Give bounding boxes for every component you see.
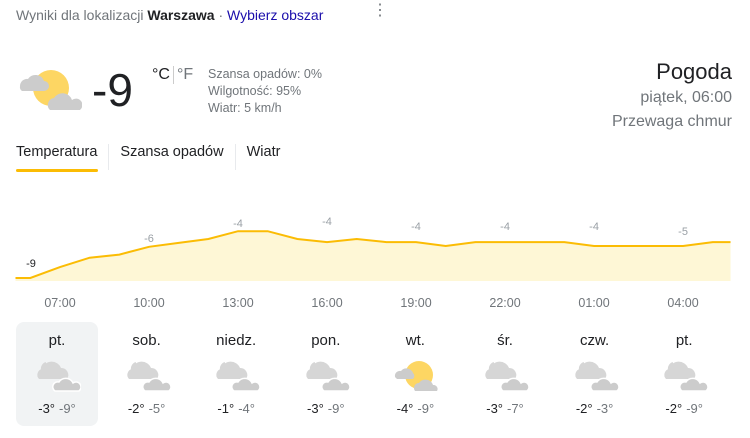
temperature-label: -4 [411,221,421,233]
high-temp: -3° [486,401,503,416]
low-temp: -9° [686,401,703,416]
temperature-chart: -9 -6 -4 -4 -4 -4 -4 -5 [15,216,731,281]
time-label: 13:00 [222,296,254,310]
cloudy-icon [216,361,261,392]
high-temp: -3° [307,401,324,416]
low-temp: -9° [327,401,345,416]
day-forecast-0[interactable]: pt. -3° -9° [16,322,98,426]
tab-precipitation[interactable]: Szansa opadów [108,144,234,170]
low-temp: -5° [148,401,166,416]
choose-area-link[interactable]: Wybierz obszar [227,7,324,23]
day-name: niedz. [216,332,257,349]
cloudy-icon [37,361,81,392]
current-temperature: -9 [92,64,133,116]
day-name: sob. [132,332,161,349]
unit-celsius[interactable]: °C [152,66,170,84]
temperature-label: -4 [322,216,332,228]
day-name: czw. [580,332,610,349]
precip-chance: Szansa opadów: 0% [208,67,322,81]
location-line: Wyniki dla lokalizacji Warszawa · Wybier… [16,7,323,23]
temperature-area [15,231,731,281]
low-temp: -3° [596,401,614,416]
day-forecast-4[interactable]: wt. -4° -9° [374,322,456,426]
partly-cloudy-icon [395,361,438,391]
temperature-label: -4 [589,221,599,233]
tab-wind[interactable]: Wiatr [234,144,292,170]
low-temp: -9° [59,401,76,416]
day-forecast-7[interactable]: pt. -2° -9° [643,322,725,426]
high-temp: -2° [127,401,145,416]
time-label: 01:00 [578,296,610,310]
day-forecast-2[interactable]: niedz. -1° -4° [195,322,277,426]
time-label: 10:00 [133,296,165,310]
summary-condition: Przewaga chmur [611,113,732,130]
unit-fahrenheit[interactable]: °F [176,66,194,84]
location-name: Warszawa [147,7,215,23]
temperature-label: -4 [233,218,243,230]
summary: Pogoda piątek, 06:00 Przewaga chmur [612,58,732,134]
high-temp: -2° [575,401,593,416]
day-name: pt. [675,332,693,349]
humidity: Wilgotność: 95% [208,84,302,98]
unit-toggle: °C °F [152,66,193,84]
chart-tabs: Temperatura Szansa opadów Wiatr [16,144,292,172]
low-temp: -4° [238,401,255,416]
day-forecast-3[interactable]: pon. -3° -9° [285,322,367,426]
location-prefix: Wyniki dla lokalizacji [16,7,144,23]
temperature-label: -5 [678,226,688,238]
day-forecast-1[interactable]: sob. -2° -5° [106,322,188,426]
day-name: pt. [48,332,66,349]
low-temp: -7° [507,401,524,416]
time-label: 04:00 [667,296,699,310]
time-label: 22:00 [489,296,521,310]
time-label: 19:00 [400,296,432,310]
time-label: 07:00 [44,296,76,310]
day-name: śr. [497,332,513,349]
partly-cloudy-icon [19,70,82,110]
high-temp: -4° [396,401,414,416]
day-name: pon. [311,332,341,349]
day-forecast-6[interactable]: czw. -2° -3° [554,322,636,426]
more-options-icon[interactable]: ⋮ [372,2,388,19]
temperature-line [15,230,731,279]
high-temp: -2° [665,401,683,416]
low-temp: -9° [417,401,435,416]
separator: · [218,7,224,23]
weather-details: Szansa opadów: 0% Wilgotność: 95% Wiatr:… [208,66,322,117]
summary-title: Pogoda [656,59,732,84]
tab-temperature[interactable]: Temperatura [16,144,108,172]
cloudy-icon [574,361,619,392]
cloudy-icon [126,361,171,392]
time-label: 16:00 [311,296,343,310]
day-forecast-5[interactable]: śr. -3° -7° [464,322,546,426]
cloudy-icon [485,361,529,392]
temperature-label: -9 [26,258,36,270]
temperature-label: -4 [500,221,510,233]
wind: Wiatr: 5 km/h [208,101,282,115]
day-name: wt. [405,332,425,349]
temperature-label: -6 [144,233,154,245]
high-temp: -3° [38,401,55,416]
cloudy-icon [306,361,350,392]
summary-time: piątek, 06:00 [640,89,732,106]
high-temp: -1° [217,401,235,416]
cloudy-icon [664,361,709,392]
